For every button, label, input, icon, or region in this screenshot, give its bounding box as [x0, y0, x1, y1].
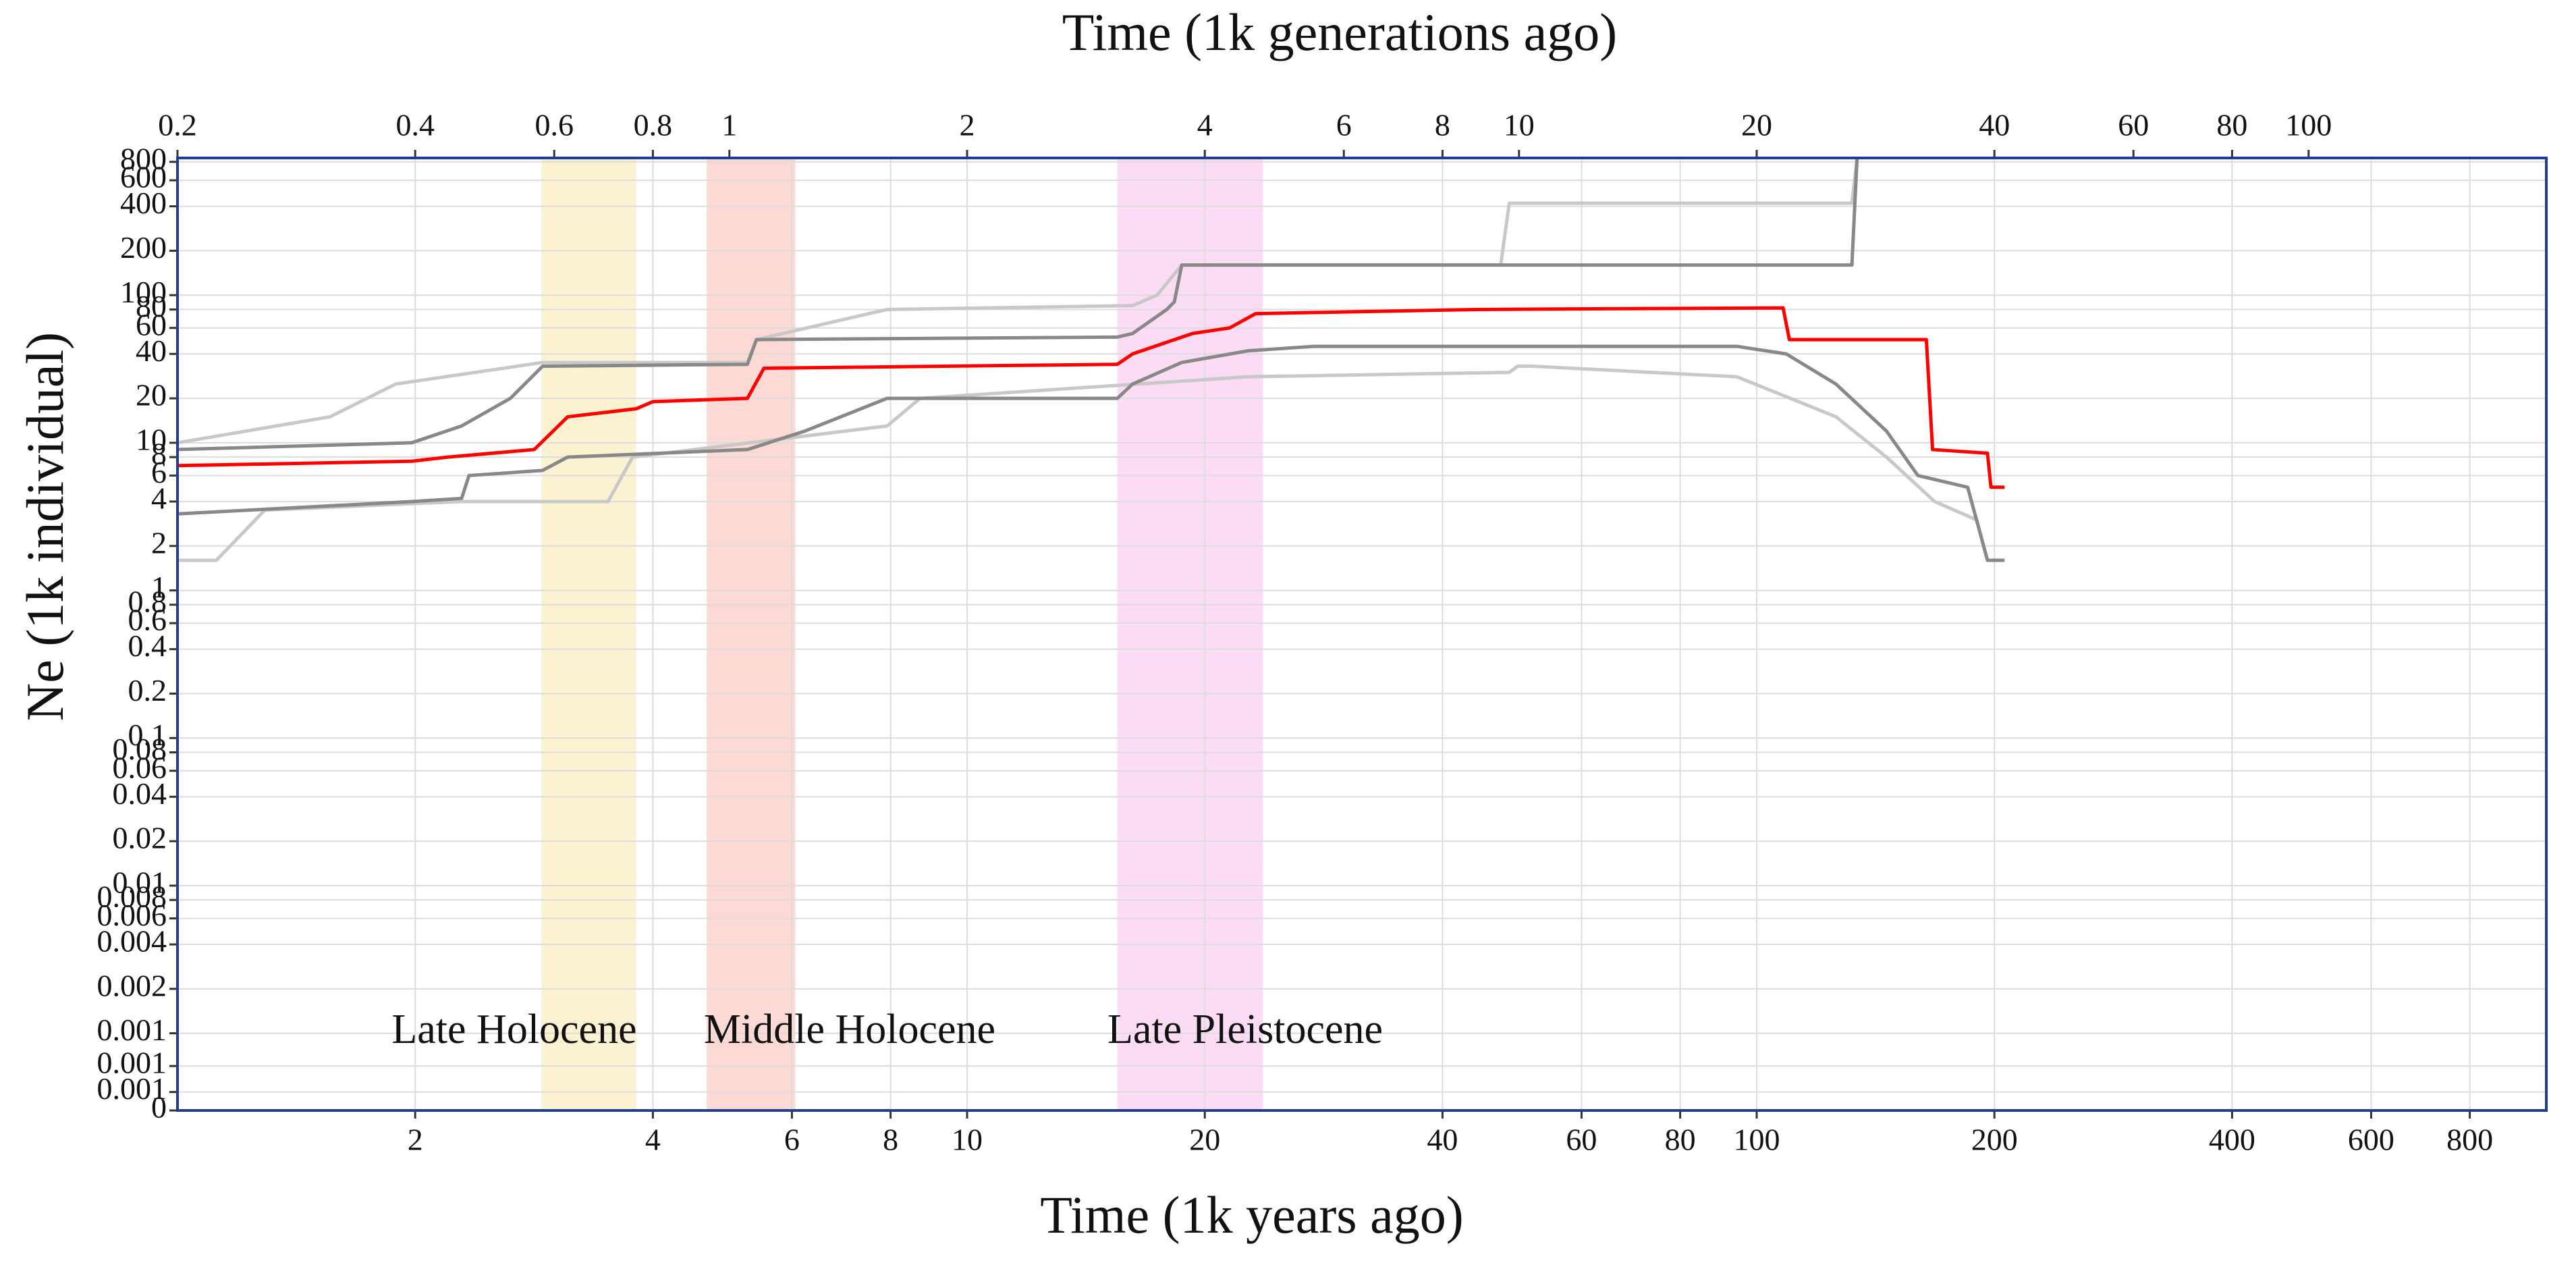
y-tick-label: 800: [120, 141, 167, 176]
x2-tick-label: 8: [1435, 108, 1450, 142]
period-band: [1117, 158, 1263, 1110]
y-tick-label: 0.01: [113, 865, 167, 900]
x2-tick-label: 0.8: [634, 108, 673, 142]
y-tick-label: 100: [120, 275, 167, 309]
x-tick-label: 80: [1665, 1123, 1696, 1157]
period-label: Middle Holocene: [704, 1007, 995, 1052]
y-tick-label: 80: [136, 289, 167, 323]
period-band: [541, 158, 636, 1110]
series-line: [177, 365, 2005, 562]
x-tick-label: 100: [1734, 1123, 1780, 1157]
x-tick-label: 6: [784, 1123, 800, 1157]
period-band: [707, 158, 796, 1110]
y-axis-title: Ne (1k individual): [16, 332, 74, 721]
y-tick-label: 400: [120, 186, 167, 220]
x2-tick-label: 4: [1197, 108, 1213, 142]
period-label: Late Holocene: [391, 1007, 636, 1052]
y-tick-label: 2: [151, 525, 167, 560]
y-tick-label: 6: [151, 455, 167, 489]
y-tick-label: 20: [136, 378, 167, 412]
x-tick-label: 40: [1427, 1123, 1458, 1157]
x-tick-label: 800: [2446, 1123, 2493, 1157]
x2-tick-label: 40: [1979, 108, 2010, 142]
y-tick-label: 600: [120, 160, 167, 194]
series-line: [177, 157, 1859, 445]
y-tick-label: 0.1: [128, 718, 167, 752]
y-tick-label: 4: [151, 481, 167, 516]
y-tick-label: 8: [151, 437, 167, 471]
x-tick-label: 10: [952, 1123, 983, 1157]
x-tick-label: 600: [2348, 1123, 2394, 1157]
y-tick-label: 0: [151, 1090, 167, 1125]
x2-tick-label: 100: [2285, 108, 2332, 142]
x2-tick-label: 20: [1741, 108, 1772, 142]
x2-tick-label: 1: [721, 108, 737, 142]
y-tick-label: 0.001: [97, 1013, 167, 1047]
y-tick-label: 1: [151, 570, 167, 604]
x-tick-label: 200: [1971, 1123, 2018, 1157]
y-tick-label: 0.02: [113, 821, 167, 855]
x-tick-label: 4: [645, 1123, 661, 1157]
y-tick-label: 0.8: [128, 584, 167, 618]
y-tick-label: 0.04: [113, 776, 167, 811]
series-line: [177, 306, 2005, 489]
y-tick-label: 0.2: [128, 673, 167, 707]
y-tick-label: 0.08: [113, 732, 167, 766]
x2-tick-label: 10: [1504, 108, 1535, 142]
period-label: Late Pleistocene: [1107, 1007, 1383, 1052]
series-line: [177, 157, 1859, 452]
y-tick-label: 0.008: [97, 880, 167, 914]
y-tick-label: 200: [120, 230, 167, 265]
y-tick-label: 40: [136, 333, 167, 368]
x2-tick-label: 60: [2118, 108, 2149, 142]
y-tick-label: 10: [136, 422, 167, 456]
plot-frame: [176, 157, 2548, 1112]
x2-tick-label: 6: [1336, 108, 1352, 142]
y-tick-label: 0.001: [97, 1071, 167, 1106]
x2-tick-label: 2: [960, 108, 975, 142]
x-tick-label: 8: [883, 1123, 898, 1157]
x2-tick-label: 80: [2216, 108, 2247, 142]
series-line: [177, 344, 2005, 562]
top-axis-title: Time (1k generations ago): [1062, 3, 1617, 61]
x-tick-label: 2: [408, 1123, 423, 1157]
bottom-axis-title: Time (1k years ago): [1040, 1185, 1464, 1244]
y-tick-label: 0.06: [113, 750, 167, 784]
y-tick-label: 0.4: [128, 628, 167, 663]
x-tick-label: 400: [2209, 1123, 2255, 1157]
x-tick-label: 20: [1189, 1123, 1220, 1157]
x-tick-label: 60: [1566, 1123, 1597, 1157]
x2-tick-label: 0.4: [395, 108, 435, 142]
y-tick-label: 0.001: [97, 1046, 167, 1080]
y-tick-label: 0.004: [97, 924, 167, 959]
x2-tick-label: 0.2: [158, 108, 197, 142]
y-tick-label: 60: [136, 307, 167, 342]
y-tick-label: 0.6: [128, 603, 167, 637]
x2-tick-label: 0.6: [535, 108, 574, 142]
y-tick-label: 0.002: [97, 968, 167, 1002]
y-tick-label: 0.006: [97, 898, 167, 932]
